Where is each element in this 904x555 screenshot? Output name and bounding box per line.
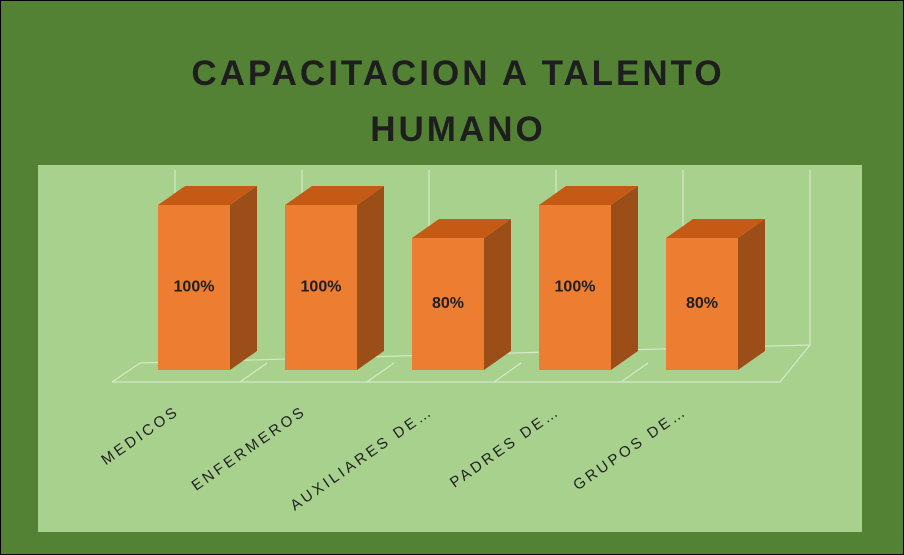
data-label: 100%: [174, 279, 215, 296]
bar-side: [230, 186, 257, 370]
bar-top: [666, 219, 765, 238]
floor-line: [239, 362, 268, 383]
bar: [412, 238, 484, 370]
bar-side: [611, 186, 638, 370]
data-label: 80%: [432, 295, 464, 312]
bar: [539, 205, 611, 370]
data-label: 100%: [555, 279, 596, 296]
floor-line: [366, 362, 395, 383]
bar-side: [738, 219, 765, 370]
floor-line: [620, 362, 649, 383]
bar-top: [158, 186, 257, 205]
bar-top: [539, 186, 638, 205]
bar: [666, 238, 738, 370]
data-label: 80%: [686, 295, 718, 312]
bar: [158, 205, 230, 370]
chart-title: CAPACITACION A TALENTO HUMANO: [191, 54, 724, 149]
bar-side: [357, 186, 384, 370]
bar-side: [484, 219, 511, 370]
data-label: 100%: [301, 279, 342, 296]
bar-top: [412, 219, 511, 238]
bar: [285, 205, 357, 370]
floor-line: [493, 362, 522, 383]
bar-top: [285, 186, 384, 205]
floor: [111, 344, 812, 383]
